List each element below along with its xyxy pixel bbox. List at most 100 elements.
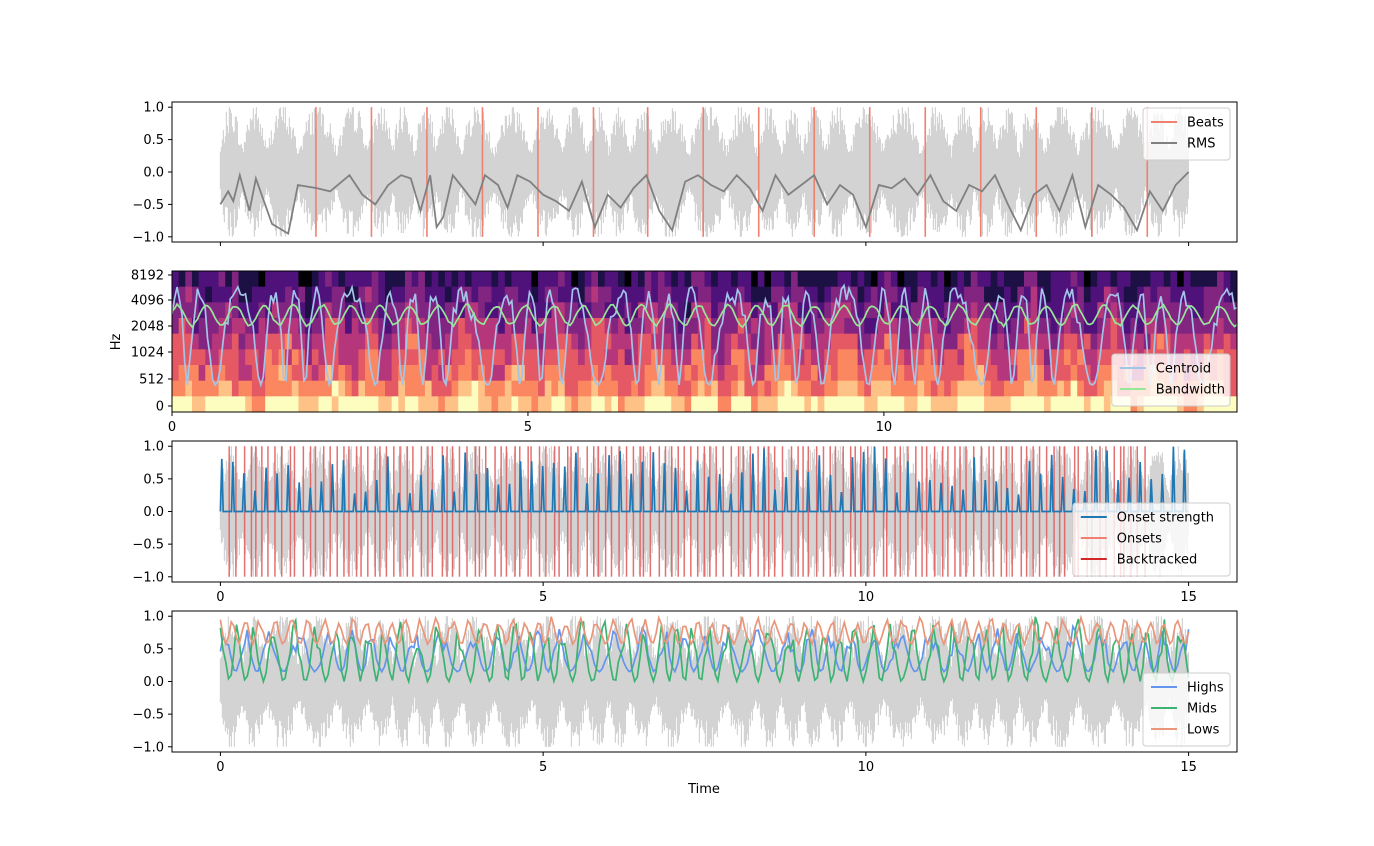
- spectrogram-cell: [1050, 396, 1058, 412]
- spectrogram-cell: [864, 333, 872, 350]
- spectrogram-cell: [1230, 271, 1237, 288]
- spectrogram-cell: [664, 396, 672, 412]
- spectrogram-cell: [664, 333, 672, 350]
- spectrogram-cell: [378, 271, 386, 288]
- spectrogram-cell: [251, 302, 260, 319]
- spectrogram-cell: [444, 349, 453, 366]
- spectrogram-cell: [1103, 302, 1112, 319]
- spectrogram-cell: [331, 365, 340, 382]
- spectrogram-cell: [844, 380, 852, 397]
- spectrogram-cell: [664, 365, 672, 382]
- spectrogram-cell: [591, 271, 599, 288]
- spectrogram-cell: [498, 365, 506, 382]
- spectrogram-cell: [631, 396, 639, 412]
- spectrogram-cell: [418, 318, 426, 335]
- spectrogram-cell: [684, 302, 692, 319]
- spectrogram-cell: [1117, 271, 1125, 288]
- spectrogram-cell: [598, 380, 606, 397]
- spectrogram-cell: [837, 349, 845, 366]
- spectrogram-cell: [1123, 333, 1132, 350]
- spectrogram-cell: [1090, 318, 1098, 335]
- spectrogram-cell: [1217, 271, 1225, 288]
- spectrogram-cell: [944, 396, 952, 412]
- spectrogram-cell: [511, 271, 519, 288]
- spectrogram-cell: [791, 271, 799, 288]
- spectrogram-cell: [205, 380, 213, 397]
- spectrogram-cell: [391, 271, 399, 288]
- spectrogram-cell: [338, 365, 346, 382]
- spectrogram-cell: [538, 380, 546, 397]
- spectrogram-cell: [318, 271, 326, 288]
- spectrogram-cell: [391, 349, 399, 366]
- spectrogram-cell: [211, 380, 220, 397]
- spectrogram-cell: [997, 349, 1005, 366]
- spectrogram-cell: [970, 302, 979, 319]
- spectrogram-cell: [591, 302, 599, 319]
- spectrogram-cell: [418, 380, 426, 397]
- spectrogram-cell: [731, 302, 739, 319]
- spectrogram-cell: [544, 271, 553, 288]
- spectrogram-cell: [191, 271, 200, 288]
- series-line-highs: [219, 623, 1190, 674]
- spectrogram-cell: [351, 333, 359, 350]
- spectrogram-cell: [478, 365, 486, 382]
- ax3-xtick-label: 15: [1180, 760, 1197, 775]
- spectrogram-cell: [311, 318, 320, 335]
- spectrogram-cell: [1010, 396, 1018, 412]
- spectrogram-cell: [924, 380, 932, 397]
- spectrogram-cell: [325, 365, 333, 382]
- spectrogram-cell: [804, 365, 812, 382]
- spectrogram-cell: [764, 380, 772, 397]
- spectrogram-cell: [917, 333, 925, 350]
- spectrogram-cell: [757, 318, 766, 335]
- spectrogram-cell: [1157, 302, 1165, 319]
- spectrogram-cell: [245, 271, 253, 288]
- spectrogram-cell: [1190, 302, 1198, 319]
- spectrogram-cell: [491, 365, 499, 382]
- spectrogram-cell: [484, 333, 493, 350]
- spectrogram-cell: [624, 396, 632, 412]
- spectrogram-cell: [757, 365, 766, 382]
- spectrogram-cell: [484, 318, 493, 335]
- spectrogram-cell: [611, 318, 619, 335]
- spectrogram-cell: [1030, 396, 1038, 412]
- spectrogram-cell: [1130, 271, 1138, 288]
- spectrogram-cell: [737, 286, 746, 303]
- spectrogram-cell: [691, 365, 699, 382]
- spectrogram-cell: [1190, 318, 1198, 335]
- spectrogram-cell: [837, 396, 845, 412]
- spectrogram-cell: [325, 380, 333, 397]
- spectrogram-cell: [1150, 302, 1158, 319]
- spectrogram-cell: [558, 349, 566, 366]
- spectrogram-cell: [531, 318, 539, 335]
- ax3-legend-label: Lows: [1187, 723, 1220, 738]
- spectrogram-cell: [724, 333, 732, 350]
- spectrogram-cell: [231, 365, 240, 382]
- spectrogram-cell: [817, 380, 825, 397]
- spectrogram-cell: [564, 380, 572, 397]
- spectrogram-cell: [424, 271, 433, 288]
- spectrogram-cell: [318, 365, 326, 382]
- spectrogram-cell: [1017, 302, 1025, 319]
- spectrogram-cell: [551, 396, 559, 412]
- spectrogram-cell: [185, 380, 193, 397]
- spectrogram-cell: [697, 286, 706, 303]
- spectrogram-cell: [1090, 396, 1098, 412]
- spectrogram-cell: [1217, 318, 1225, 335]
- spectrogram-cell: [298, 365, 306, 382]
- spectrogram-cell: [964, 380, 972, 397]
- spectrogram-cell: [431, 396, 439, 412]
- spectrogram-cell: [624, 271, 632, 288]
- spectrogram-axes: 0 512 1024 2048 4096 8192 0 5 10 Centroid Bandwidt…: [131, 269, 1238, 435]
- spectrogram-cell: [1157, 286, 1165, 303]
- spectrogram-cell: [404, 365, 413, 382]
- spectrogram-cell: [258, 271, 266, 288]
- spectrogram-cell: [391, 365, 399, 382]
- spectrogram-cell: [518, 302, 526, 319]
- spectrogram-cell: [318, 286, 326, 303]
- spectrogram-cell: [464, 365, 473, 382]
- spectrogram-cell: [305, 318, 313, 335]
- spectrogram-cell: [478, 380, 486, 397]
- spectrogram-cell: [1103, 333, 1112, 350]
- spectrogram-cell: [984, 318, 992, 335]
